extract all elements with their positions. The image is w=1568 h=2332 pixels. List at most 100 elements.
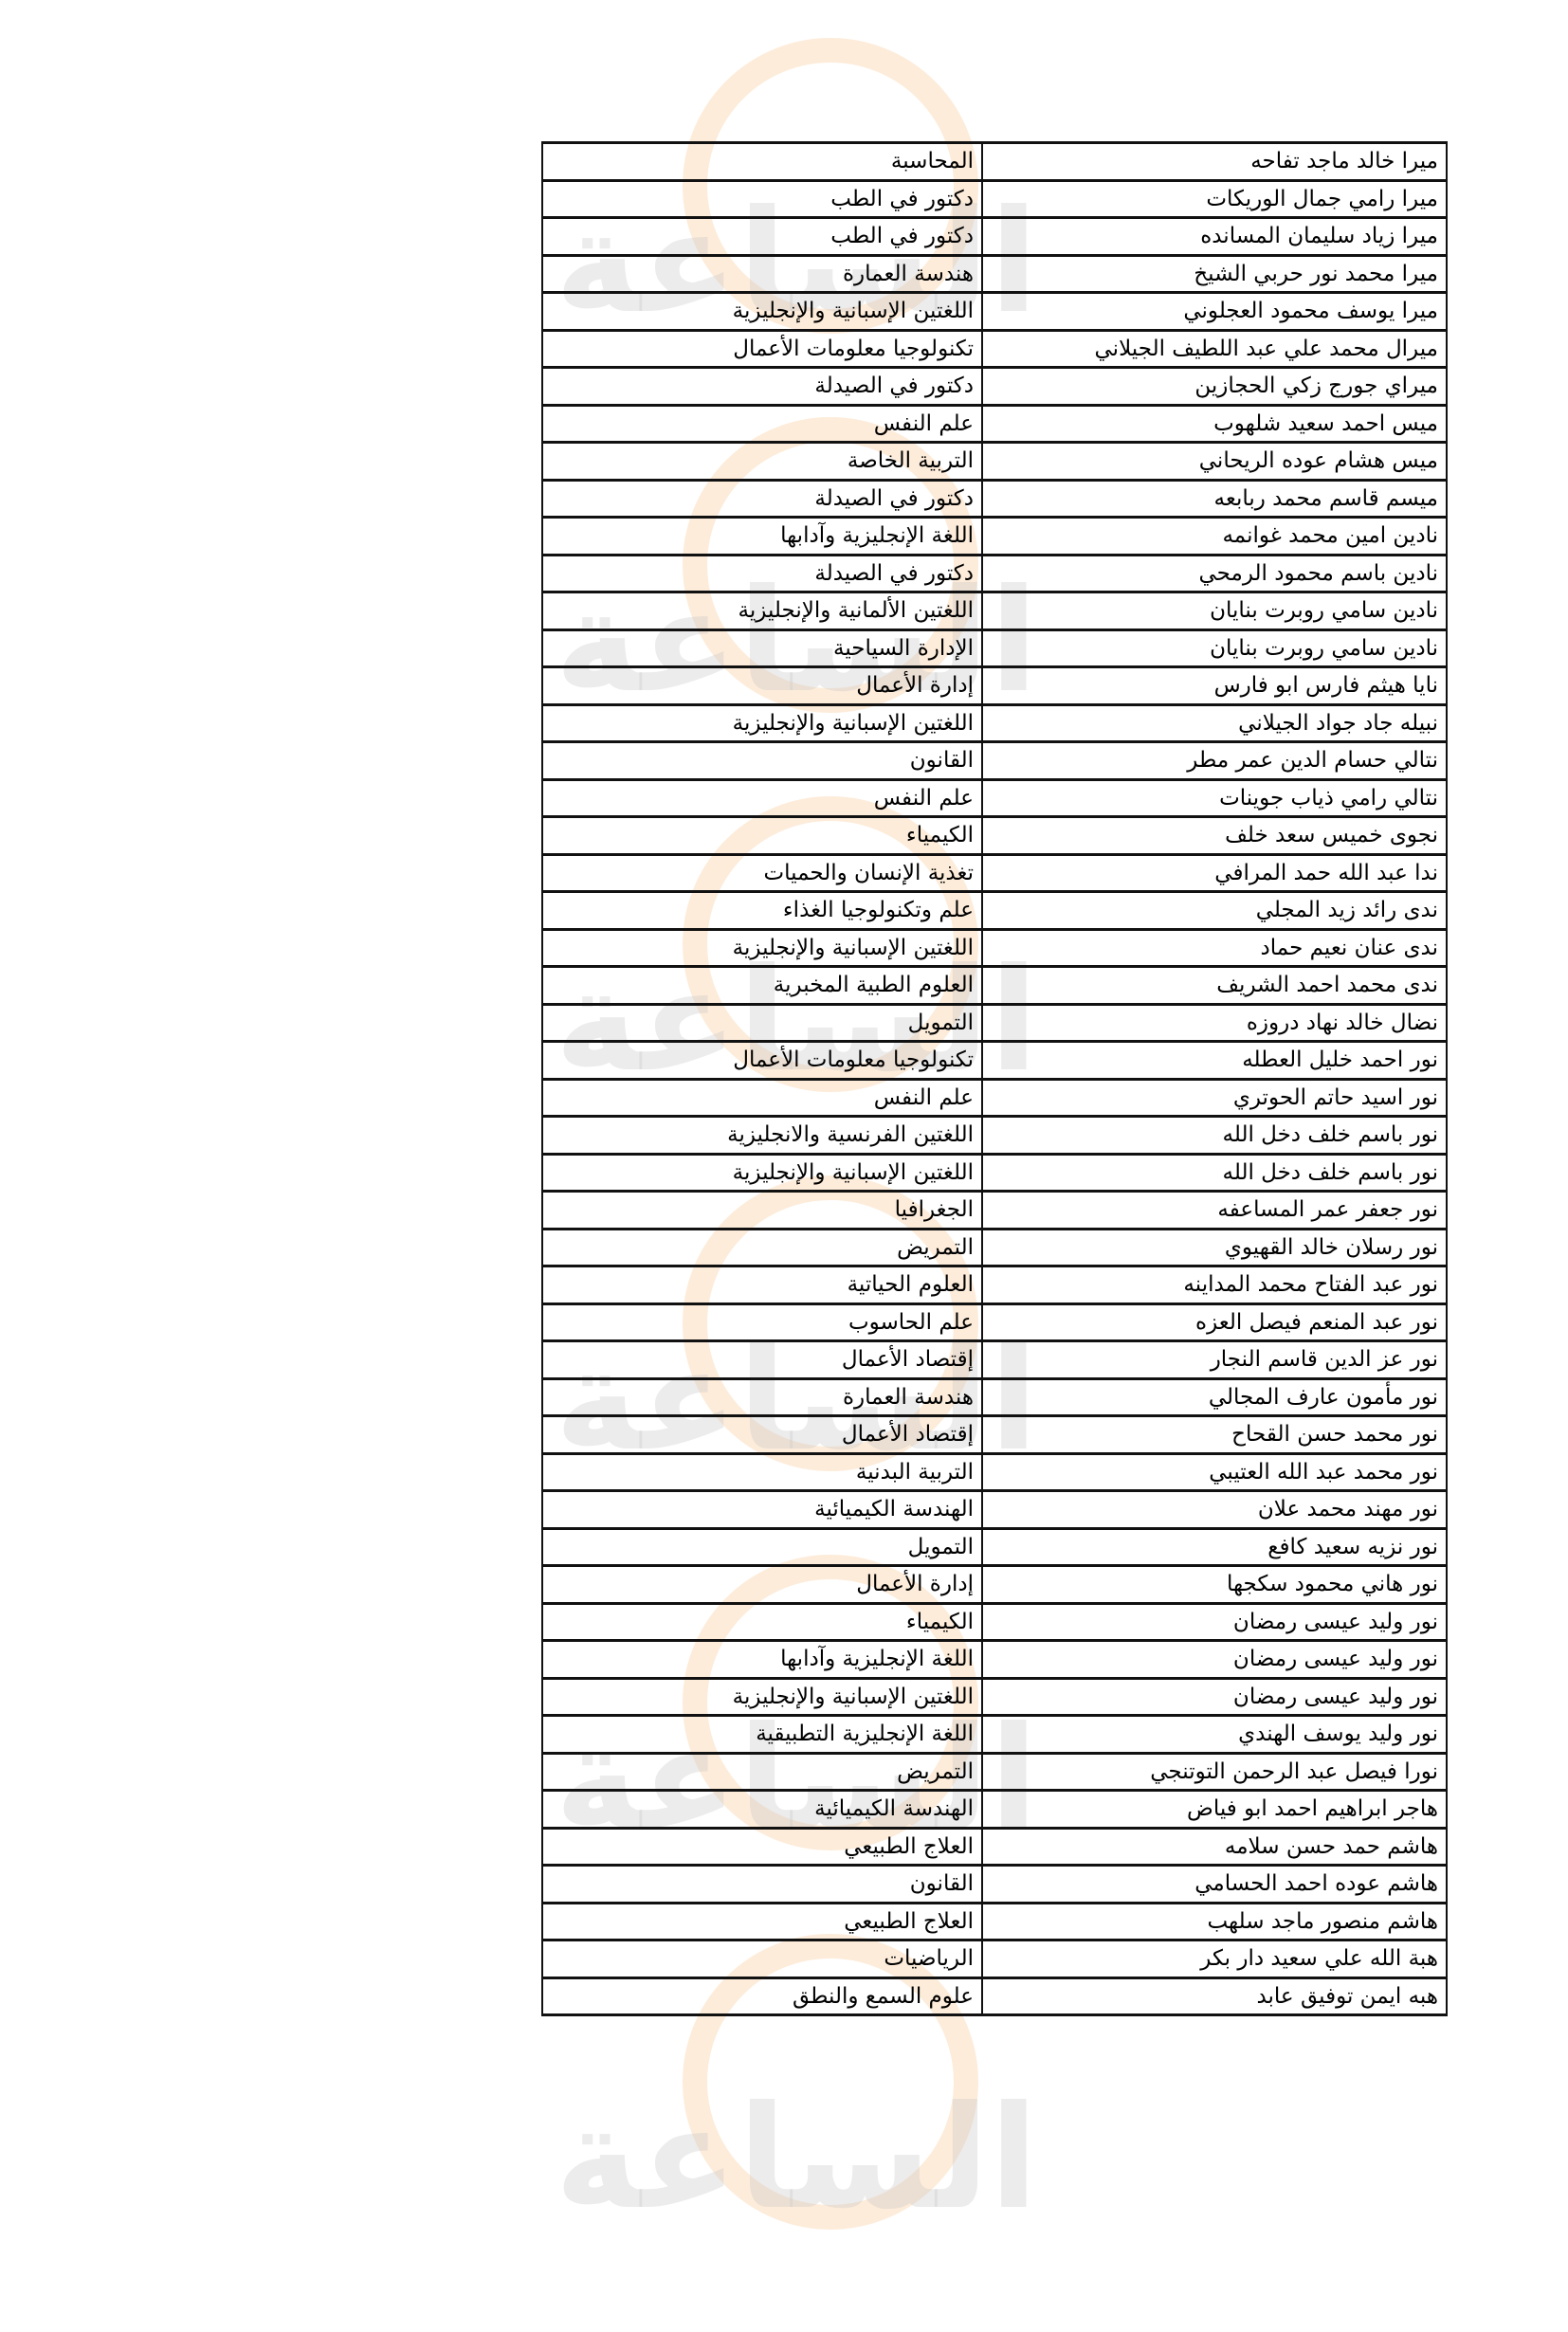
major-cell: التمويل xyxy=(541,1002,983,1043)
major-cell: اللغتين الألمانية والإنجليزية xyxy=(541,591,983,631)
table-row: نبيله جاد جواد الجيلاني اللغتين الإسبانية… xyxy=(541,702,1448,743)
student-name-cell: نور وليد يوسف الهندي xyxy=(981,1714,1448,1755)
table-row: ميرا رامي جمال الوريكات دكتور في الطب xyxy=(541,178,1448,219)
major-cell: تكنولوجيا معلومات الأعمال xyxy=(541,1040,983,1081)
student-name-cell: ميس هشام عوده الريحاني xyxy=(981,441,1448,482)
major-cell: هندسة العمارة xyxy=(541,1376,983,1417)
student-name-cell: نادين امين محمد غوانمه xyxy=(981,516,1448,556)
table-row: نور عز الدين قاسم النجار إقتصاد الأعمال xyxy=(541,1339,1448,1380)
table-row: نور احمد خليل العطله تكنولوجيا معلومات ال… xyxy=(541,1040,1448,1081)
student-name-cell: ميسم قاسم محمد ربابعه xyxy=(981,478,1448,519)
table-row: نور عبد المنعم فيصل العزه علم الحاسوب xyxy=(541,1302,1448,1342)
student-name-cell: نورا فيصل عبد الرحمن التوتنجي xyxy=(981,1751,1448,1792)
table-row: ميس هشام عوده الريحاني التربية الخاصة xyxy=(541,441,1448,482)
major-cell: إقتصاد الأعمال xyxy=(541,1414,983,1455)
table-row: ميرا زياد سليمان المسانده دكتور في الطب xyxy=(541,216,1448,257)
student-name-cell: نتالي رامي ذياب جوينات xyxy=(981,777,1448,818)
major-cell: علم وتكنولوجيا الغذاء xyxy=(541,890,983,931)
table-row: ندى محمد احمد الشريف العلوم الطبية المخبر… xyxy=(541,965,1448,1006)
table-row: نايا هيثم فارس ابو فارس إدارة الأعمال xyxy=(541,665,1448,706)
major-cell: دكتور في الصيدلة xyxy=(541,366,983,407)
student-name-cell: نور عبد المنعم فيصل العزه xyxy=(981,1302,1448,1342)
student-name-cell: ميس احمد سعيد شلهوب xyxy=(981,403,1448,444)
major-cell: دكتور في الطب xyxy=(541,216,983,257)
table-row: ندى عنان نعيم حماد اللغتين الإسبانية والإ… xyxy=(541,927,1448,968)
major-cell: إدارة الأعمال xyxy=(541,665,983,706)
student-name-cell: هاشم عوده احمد الحسامي xyxy=(981,1864,1448,1904)
table-row: هبه ايمن توفيق عابد علوم السمع والنطق xyxy=(541,1976,1448,2016)
table-row: نور نزيه سعيد كافع التمويل xyxy=(541,1526,1448,1567)
student-name-cell: ميرا محمد نور حربي الشيخ xyxy=(981,253,1448,294)
student-name-cell: نادين سامي روبرت بنايان xyxy=(981,591,1448,631)
major-cell: دكتور في الصيدلة xyxy=(541,553,983,593)
student-name-cell: نور وليد عيسى رمضان xyxy=(981,1601,1448,1642)
major-cell: تغذية الإنسان والحميات xyxy=(541,852,983,893)
student-name-cell: نور عبد الفتاح محمد المداينه xyxy=(981,1265,1448,1305)
student-name-cell: نور مهند محمد علان xyxy=(981,1489,1448,1530)
table-row: نور مأمون عارف المجالي هندسة العمارة xyxy=(541,1376,1448,1417)
table-row: نتالي حسام الدين عمر مطر القانون xyxy=(541,740,1448,781)
major-cell: الجغرافيا xyxy=(541,1190,983,1230)
student-name-cell: ندى رائد زيد المجلي xyxy=(981,890,1448,931)
major-cell: التربية الخاصة xyxy=(541,441,983,482)
table-row: هاشم منصور ماجد سلهب العلاج الطبيعي xyxy=(541,1901,1448,1941)
major-cell: التمريض xyxy=(541,1227,983,1267)
major-cell: دكتور في الطب xyxy=(541,178,983,219)
major-cell: العلوم الطبية المخبرية xyxy=(541,965,983,1006)
student-name-cell: نور جعفر عمر المساعفه xyxy=(981,1190,1448,1230)
student-name-cell: نور رسلان خالد القهيوي xyxy=(981,1227,1448,1267)
student-name-cell: ميرا رامي جمال الوريكات xyxy=(981,178,1448,219)
student-name-cell: نور باسم خلف دخل الله xyxy=(981,1115,1448,1156)
student-name-cell: نور وليد عيسى رمضان xyxy=(981,1639,1448,1680)
table-row: نور وليد عيسى رمضان اللغتين الإسبانية وال… xyxy=(541,1676,1448,1717)
table-row: ندا عبد الله حمد المرافي تغذية الإنسان وا… xyxy=(541,852,1448,893)
student-name-cell: نور باسم خلف دخل الله xyxy=(981,1152,1448,1193)
table-row: نورا فيصل عبد الرحمن التوتنجي التمريض xyxy=(541,1751,1448,1792)
table-row: هبة الله علي سعيد دار بكر الرياضيات xyxy=(541,1939,1448,1979)
student-name-cell: نور احمد خليل العطله xyxy=(981,1040,1448,1081)
student-name-cell: نبيله جاد جواد الجيلاني xyxy=(981,702,1448,743)
student-name-cell: ميرا خالد ماجد تفاحه xyxy=(981,141,1448,182)
table-row: نور جعفر عمر المساعفه الجغرافيا xyxy=(541,1190,1448,1230)
table-row: هاشم عوده احمد الحسامي القانون xyxy=(541,1864,1448,1904)
student-name-cell: ندى عنان نعيم حماد xyxy=(981,927,1448,968)
student-name-cell: نضال خالد نهاد دروزه xyxy=(981,1002,1448,1043)
students-table: ميرا خالد ماجد تفاحه المحاسبة ميرا رامي جم… xyxy=(541,141,1448,2016)
major-cell: القانون xyxy=(541,740,983,781)
major-cell: الهندسة الكيميائية xyxy=(541,1489,983,1530)
student-name-cell: نتالي حسام الدين عمر مطر xyxy=(981,740,1448,781)
major-cell: التربية البدنية xyxy=(541,1451,983,1492)
student-name-cell: نجوى خميس سعد خلف xyxy=(981,815,1448,856)
student-name-cell: ميراي جورج زكي الحجازين xyxy=(981,366,1448,407)
student-name-cell: ميرال محمد علي عبد اللطيف الجيلاني xyxy=(981,328,1448,369)
major-cell: العلاج الطبيعي xyxy=(541,1901,983,1941)
table-row: نور محمد عبد الله العتيبي التربية البدنية xyxy=(541,1451,1448,1492)
table-row: ميرا يوسف محمود العجلوني اللغتين الإسباني… xyxy=(541,291,1448,332)
student-name-cell: هاشم منصور ماجد سلهب xyxy=(981,1901,1448,1941)
major-cell: هندسة العمارة xyxy=(541,253,983,294)
major-cell: علوم السمع والنطق xyxy=(541,1976,983,2016)
student-name-cell: نور نزيه سعيد كافع xyxy=(981,1526,1448,1567)
student-name-cell: نور محمد حسن القحاح xyxy=(981,1414,1448,1455)
major-cell: الرياضيات xyxy=(541,1939,983,1979)
table-row: نور مهند محمد علان الهندسة الكيميائية xyxy=(541,1489,1448,1530)
table-row: نادين سامي روبرت بنايان اللغتين الألمانية… xyxy=(541,591,1448,631)
major-cell: التمريض xyxy=(541,1751,983,1792)
student-name-cell: نور عز الدين قاسم النجار xyxy=(981,1339,1448,1380)
table-row: هاجر ابراهيم احمد ابو فياض الهندسة الكيمي… xyxy=(541,1789,1448,1830)
major-cell: تكنولوجيا معلومات الأعمال xyxy=(541,328,983,369)
major-cell: اللغة الإنجليزية وآدابها xyxy=(541,516,983,556)
major-cell: الهندسة الكيميائية xyxy=(541,1789,983,1830)
table-row: ميرال محمد علي عبد اللطيف الجيلاني تكنولو… xyxy=(541,328,1448,369)
major-cell: إدارة الأعمال xyxy=(541,1564,983,1605)
student-name-cell: هبة الله علي سعيد دار بكر xyxy=(981,1939,1448,1979)
student-name-cell: نور هاني محمود سكجها xyxy=(981,1564,1448,1605)
table-row: نور رسلان خالد القهيوي التمريض xyxy=(541,1227,1448,1267)
major-cell: التمويل xyxy=(541,1526,983,1567)
student-name-cell: نور محمد عبد الله العتيبي xyxy=(981,1451,1448,1492)
table-row: ميرا محمد نور حربي الشيخ هندسة العمارة xyxy=(541,253,1448,294)
table-row: نجوى خميس سعد خلف الكيمياء xyxy=(541,815,1448,856)
student-name-cell: نادين باسم محمود الرمحي xyxy=(981,553,1448,593)
table-row: نور هاني محمود سكجها إدارة الأعمال xyxy=(541,1564,1448,1605)
table-row: نضال خالد نهاد دروزه التمويل xyxy=(541,1002,1448,1043)
